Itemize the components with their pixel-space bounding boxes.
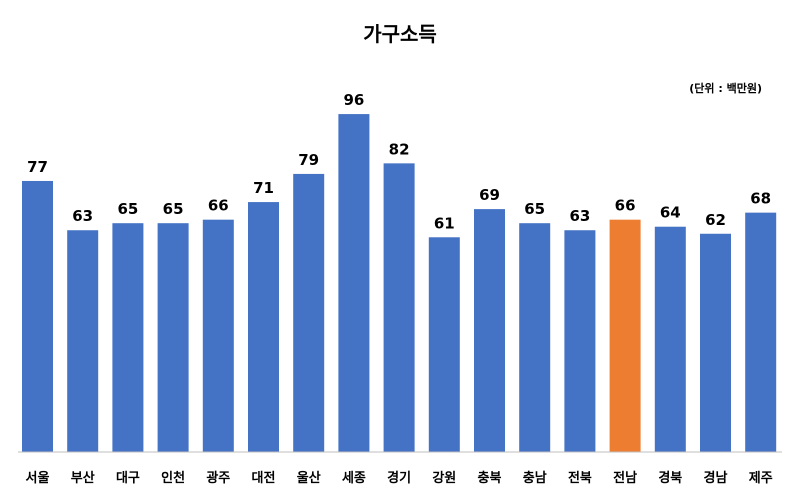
value-label-0: 77 — [27, 158, 48, 176]
value-label-5: 71 — [253, 179, 274, 197]
bar-16 — [745, 212, 777, 452]
value-label-16: 68 — [750, 190, 771, 208]
category-label-10: 충북 — [478, 470, 502, 486]
bar-7 — [338, 114, 370, 452]
value-label-3: 65 — [163, 200, 184, 218]
category-label-3: 인천 — [161, 470, 185, 486]
bar-4 — [202, 219, 234, 452]
category-label-7: 세종 — [342, 471, 366, 486]
bar-2 — [112, 223, 144, 452]
value-label-1: 63 — [72, 207, 93, 225]
value-label-4: 66 — [208, 197, 229, 215]
value-label-14: 64 — [660, 204, 681, 222]
chart-title: 가구소득 — [363, 22, 437, 46]
value-label-7: 96 — [343, 91, 364, 109]
bar-13 — [609, 219, 641, 452]
value-label-12: 63 — [569, 207, 590, 225]
bar-14 — [654, 226, 686, 452]
value-label-13: 66 — [615, 197, 636, 215]
value-labels-group: 77 63 65 65 66 71 79 96 82 61 69 65 63 66 64 62 68 — [27, 91, 771, 232]
category-label-14: 경북 — [658, 470, 682, 486]
unit-note: (단위 : 백만원) — [689, 82, 762, 95]
bar-6 — [293, 173, 325, 453]
category-label-4: 광주 — [206, 471, 230, 486]
value-label-2: 65 — [117, 200, 138, 218]
category-label-1: 부산 — [71, 470, 95, 486]
category-label-5: 대전 — [252, 470, 276, 486]
category-label-0: 서울 — [26, 470, 50, 486]
bar-15 — [700, 233, 731, 452]
value-label-9: 61 — [434, 214, 455, 232]
category-label-15: 경남 — [704, 470, 728, 486]
category-label-2: 대구 — [116, 471, 140, 486]
category-labels-group: 서울 부산 대구 인천 광주 대전 울산 세종 경기 강원 충북 충남 전북 전남 경북 경남 제주 — [26, 470, 773, 486]
category-label-6: 울산 — [297, 470, 321, 486]
bar-12 — [564, 230, 596, 452]
bar-3 — [157, 223, 189, 452]
category-label-16: 제주 — [749, 471, 773, 486]
bar-9 — [428, 237, 460, 452]
bar-0 — [22, 180, 53, 452]
category-label-8: 경기 — [387, 470, 411, 486]
category-label-9: 강원 — [432, 470, 456, 486]
value-label-15: 62 — [705, 211, 726, 229]
value-label-10: 69 — [479, 186, 500, 204]
bar-8 — [383, 163, 415, 453]
value-label-11: 65 — [524, 200, 545, 218]
category-label-11: 충남 — [523, 470, 547, 486]
category-label-13: 전남 — [613, 470, 637, 486]
bar-1 — [67, 230, 99, 452]
value-label-6: 79 — [298, 151, 319, 169]
bar-10 — [474, 209, 505, 452]
bar-11 — [519, 223, 551, 452]
bars-group — [22, 114, 777, 453]
value-label-8: 82 — [389, 140, 410, 158]
category-label-12: 전북 — [568, 470, 592, 486]
bar-5 — [248, 202, 279, 452]
